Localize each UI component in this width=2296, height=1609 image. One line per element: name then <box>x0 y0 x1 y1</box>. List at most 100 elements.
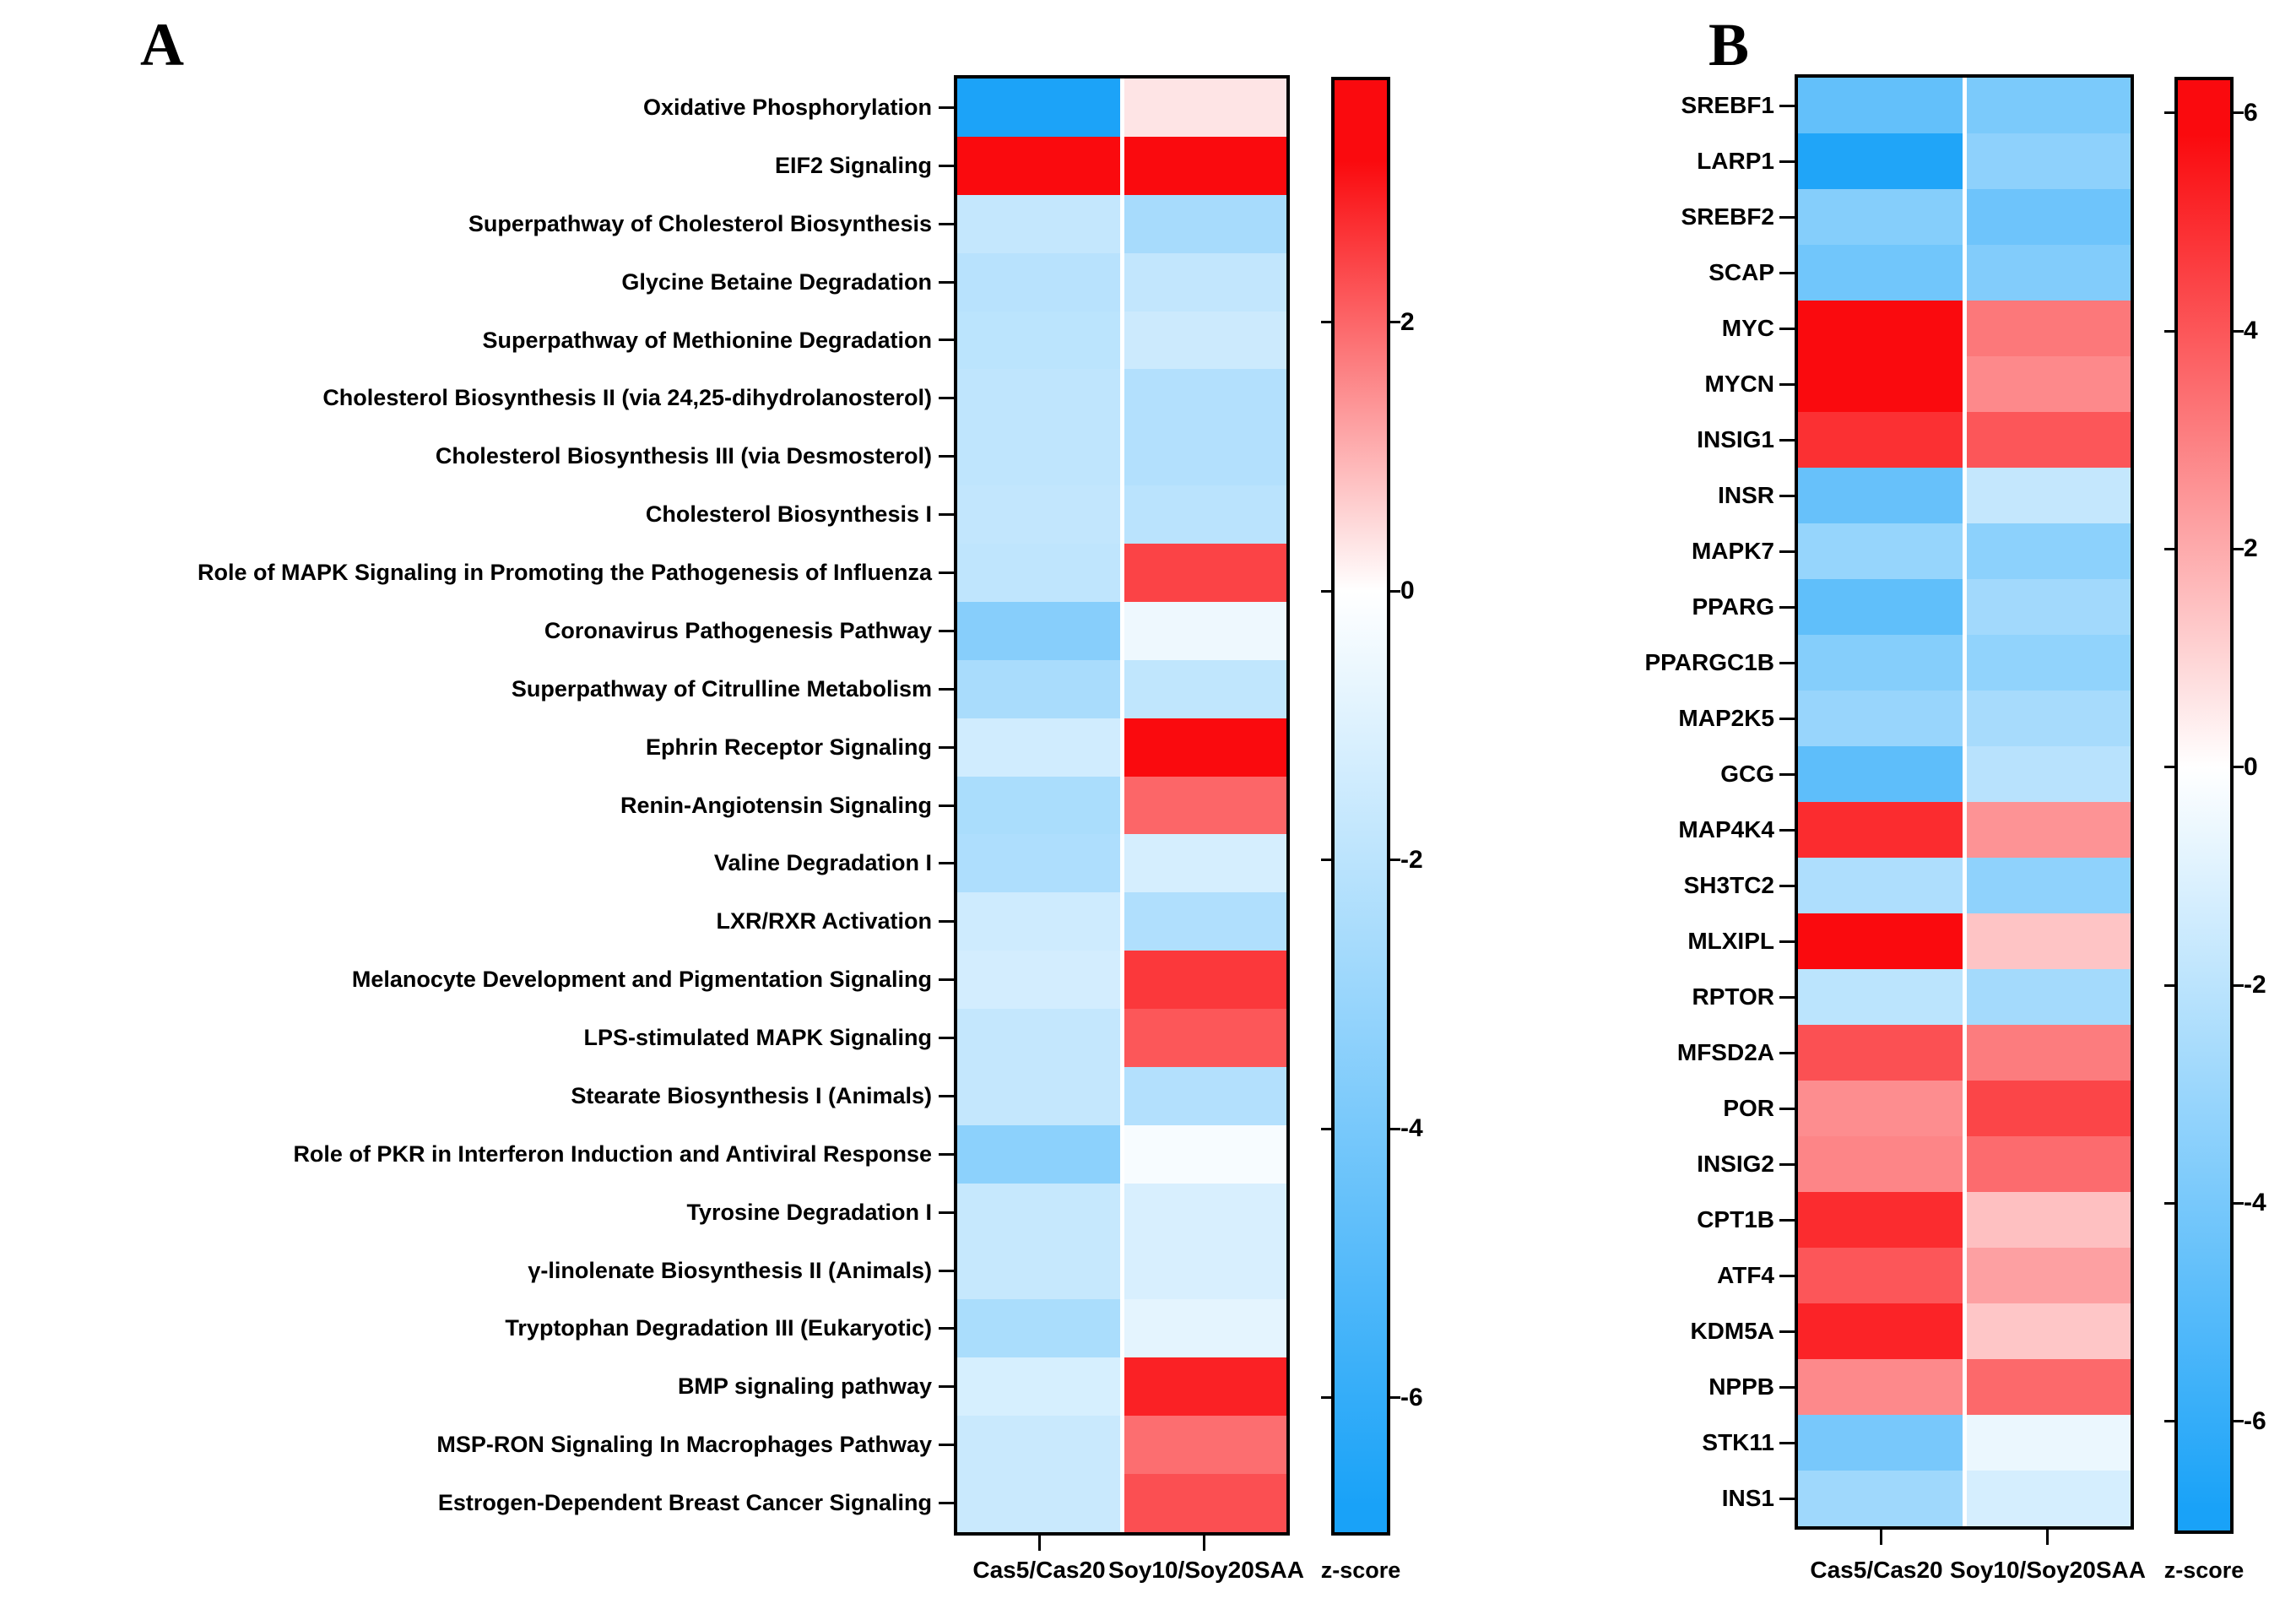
row-label: PPARG <box>1692 593 1775 620</box>
row-tick <box>939 804 956 807</box>
heatmap-cell <box>1122 951 1286 1010</box>
heatmap-cell <box>1964 1415 2131 1471</box>
row-label: STK11 <box>1702 1429 1774 1455</box>
row-label: MYC <box>1721 315 1774 341</box>
row-tick <box>939 339 956 342</box>
row-label: Tryptophan Degradation III (Eukaryotic) <box>505 1315 932 1341</box>
colorbar-tick-label: 4 <box>2244 317 2258 345</box>
row-tick <box>1779 1385 1796 1389</box>
row-label: SH3TC2 <box>1683 872 1774 898</box>
heatmap-cell <box>1122 1474 1286 1533</box>
colorbar-tick-label: -2 <box>2244 971 2266 1000</box>
row-label: Cholesterol Biosynthesis I <box>645 501 932 528</box>
colorbar-tick-left <box>2164 111 2174 115</box>
heatmap-cell <box>1798 1415 1964 1471</box>
heatmap-cell <box>957 1416 1122 1475</box>
row-tick <box>939 106 956 109</box>
heatmap-cell <box>957 79 1122 138</box>
heatmap-cell <box>1122 1357 1286 1417</box>
row-label: SREBF2 <box>1681 203 1774 230</box>
heatmap-cell <box>1798 802 1964 859</box>
row-tick <box>1779 884 1796 887</box>
heatmap-cell <box>1798 468 1964 524</box>
colorbar-tick-left <box>2164 1201 2174 1205</box>
heatmap-cell <box>1122 776 1286 836</box>
row-label: SCAP <box>1708 259 1774 285</box>
row-label: Superpathway of Methionine Degradation <box>482 327 932 353</box>
row-tick <box>939 164 956 167</box>
heatmap-cell <box>957 427 1122 486</box>
colorbar-tick-label: 2 <box>1400 307 1415 336</box>
heatmap-cell <box>1798 858 1964 914</box>
heatmap-cell <box>1798 1192 1964 1249</box>
heatmap-cell <box>957 951 1122 1010</box>
heatmap-cell <box>1798 189 1964 246</box>
panel-a-colorbar-border <box>1331 77 1390 1536</box>
heatmap-cell <box>1964 635 2131 691</box>
row-tick <box>939 1385 956 1389</box>
row-label: γ-linolenate Biosynthesis II (Animals) <box>528 1257 932 1283</box>
heatmap-cell <box>1798 245 1964 301</box>
row-label: INSIG2 <box>1697 1151 1774 1177</box>
heatmap-cell <box>1798 1081 1964 1137</box>
row-tick <box>939 1211 956 1214</box>
row-label: Oxidative Phosphorylation <box>642 95 932 120</box>
panel-b-colorbar <box>2178 80 2230 1530</box>
row-tick <box>1779 828 1796 832</box>
x-tick <box>1038 1534 1041 1551</box>
heatmap-cell <box>1122 601 1286 661</box>
row-label: MAPK7 <box>1691 538 1774 564</box>
row-tick <box>939 1269 956 1272</box>
row-label: LARP1 <box>1697 148 1774 174</box>
heatmap-cell <box>1798 356 1964 413</box>
x-tick <box>1880 1528 1882 1545</box>
heatmap-cell <box>1798 1471 1964 1527</box>
row-tick <box>939 222 956 225</box>
panel-b-colorbar-border <box>2174 77 2234 1534</box>
colorbar-tick-right <box>2234 766 2244 769</box>
row-tick <box>1779 772 1796 776</box>
panel-a-colorbar <box>1335 80 1387 1532</box>
panel-a-letter: A <box>140 11 184 79</box>
panel-a-heatmap-border <box>954 75 1290 1536</box>
heatmap-cell <box>1122 79 1286 138</box>
heatmap-cell <box>957 1357 1122 1417</box>
heatmap-cell <box>1798 1136 1964 1193</box>
row-tick <box>1779 1274 1796 1277</box>
colorbar-tick-left <box>2164 547 2174 550</box>
heatmap-cell <box>1798 1248 1964 1304</box>
heatmap-cell <box>1122 1066 1286 1126</box>
row-label: Stearate Biosynthesis I (Animals) <box>571 1082 932 1108</box>
row-label: Valine Degradation I <box>713 850 932 876</box>
row-tick <box>939 571 956 574</box>
colorbar-tick-label: 6 <box>2244 98 2258 127</box>
row-tick <box>939 629 956 632</box>
heatmap-cell <box>1964 468 2131 524</box>
heatmap-cell <box>1798 1303 1964 1360</box>
row-tick <box>939 687 956 691</box>
colorbar-tick-label: 2 <box>2244 534 2258 563</box>
colorbar-tick-right <box>2234 983 2244 987</box>
heatmap-cell <box>1798 133 1964 190</box>
panel-b-heatmap-border <box>1795 74 2134 1530</box>
row-tick <box>1779 1162 1796 1166</box>
row-label: Cholesterol Biosynthesis II (via 24,25-d… <box>322 385 932 411</box>
row-tick <box>939 1037 956 1040</box>
row-label: Coronavirus Pathogenesis Pathway <box>544 617 932 643</box>
row-label: INSR <box>1718 482 1774 508</box>
colorbar-tick-right <box>1390 321 1400 324</box>
heatmap-cell <box>1798 635 1964 691</box>
row-label: Ephrin Receptor Signaling <box>645 734 932 760</box>
row-label: Role of MAPK Signaling in Promoting the … <box>197 560 932 586</box>
heatmap-cell <box>957 659 1122 719</box>
row-label: Role of PKR in Interferon Induction and … <box>293 1140 932 1167</box>
heatmap-cell <box>1964 78 2131 134</box>
colorbar-tick-left <box>2164 983 2174 987</box>
colorbar-tick-label: -6 <box>2244 1406 2266 1435</box>
row-label: Estrogen-Dependent Breast Cancer Signali… <box>437 1490 932 1516</box>
heatmap-cell <box>1122 659 1286 719</box>
row-label: ATF4 <box>1717 1262 1774 1288</box>
row-label: Renin-Angiotensin Signaling <box>620 792 932 818</box>
row-label: MYCN <box>1704 371 1774 397</box>
